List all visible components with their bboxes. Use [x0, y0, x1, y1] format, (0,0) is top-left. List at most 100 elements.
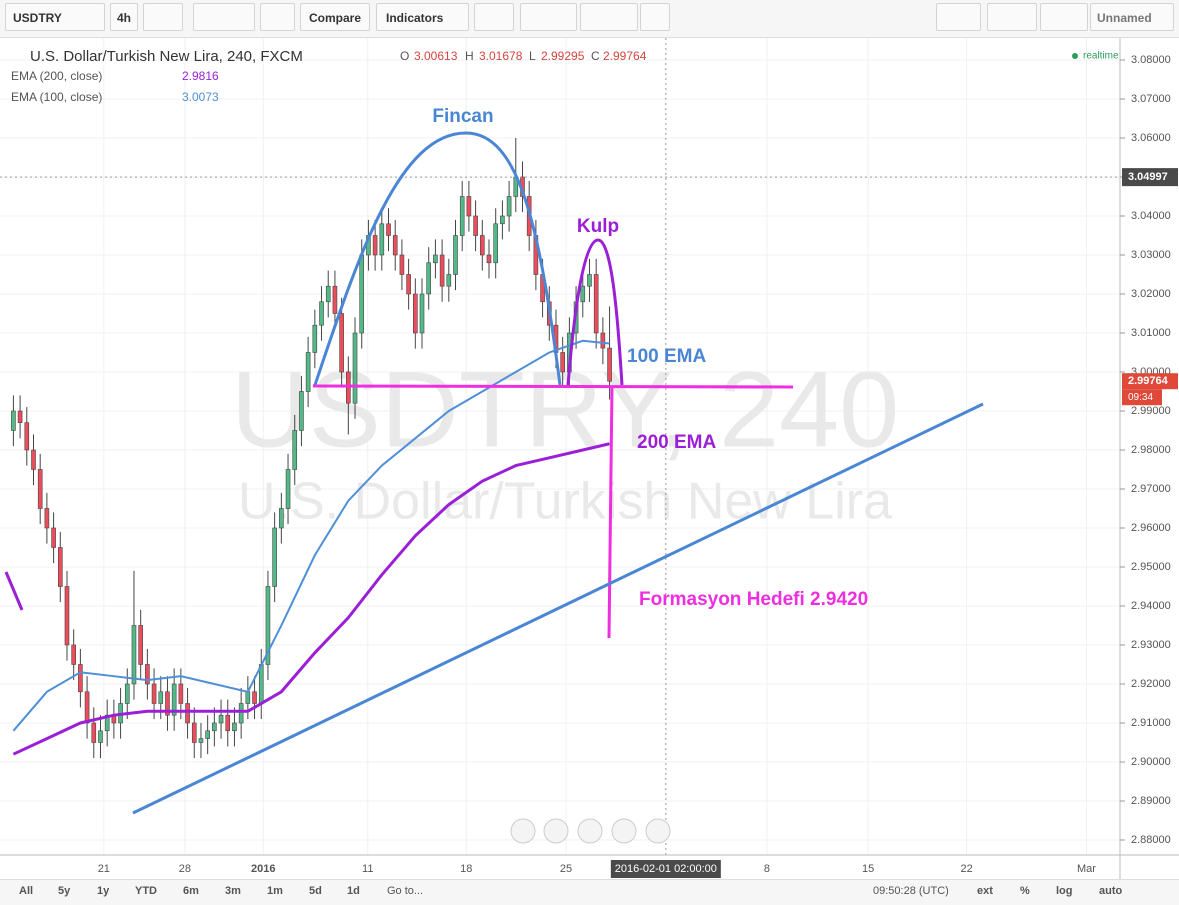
candle-body	[285, 469, 291, 509]
option-button[interactable]: auto	[1099, 885, 1123, 897]
candle-body	[98, 730, 103, 743]
ideas[interactable]	[520, 3, 577, 31]
candle-body	[178, 683, 184, 704]
save[interactable]	[1040, 3, 1088, 31]
range-button[interactable]: YTD	[135, 885, 157, 897]
y-tick-label: 3.08000	[1131, 54, 1171, 66]
ohlc-value: 3.00613	[414, 49, 458, 63]
candle-body	[124, 683, 130, 704]
candle-body	[560, 352, 565, 373]
status: realtime	[1083, 51, 1119, 62]
candle-body	[433, 254, 438, 264]
y-tick-label: 2.93000	[1131, 639, 1171, 651]
fullscreen[interactable]	[640, 3, 670, 31]
y-tick-label: 3.04000	[1131, 210, 1171, 222]
y-tick-label: 2.95000	[1131, 561, 1171, 573]
menu-button[interactable]	[143, 3, 183, 31]
range-button[interactable]: 5d	[309, 885, 322, 897]
candle-body	[399, 254, 405, 275]
candle-body	[325, 285, 331, 303]
x-tick-label: 25	[560, 863, 572, 875]
candle-body	[171, 683, 177, 716]
y-tick-label: 3.06000	[1131, 132, 1171, 144]
candle-body	[392, 235, 398, 256]
y-tick-label: 2.88000	[1131, 834, 1171, 846]
symbol-box[interactable]: USDTRY	[5, 3, 105, 31]
candle-body	[205, 730, 210, 739]
candle-body	[138, 625, 143, 665]
y-tick-label: 2.98000	[1131, 444, 1171, 456]
candle-body	[37, 469, 43, 509]
x-tick-label: 28	[179, 863, 191, 875]
y-tick-label: 2.94000	[1131, 600, 1171, 612]
range-button[interactable]: 5y	[58, 885, 71, 897]
annotation: Fincan	[432, 106, 493, 127]
y-tick-label: 3.02000	[1131, 288, 1171, 300]
nav-buttons[interactable]	[510, 818, 671, 844]
candle-body	[379, 223, 385, 256]
interval[interactable]: 4h	[110, 3, 138, 31]
range-button[interactable]: All	[19, 885, 34, 897]
candle-body	[506, 196, 512, 217]
candle-body	[279, 508, 284, 529]
x-tick-label: 2016	[251, 863, 275, 875]
crosshair-x-box	[610, 860, 721, 878]
candle-body	[493, 223, 498, 264]
legend-entry: EMA (200, close)	[11, 69, 102, 83]
y-tick-label: 2.97000	[1131, 483, 1171, 495]
candle-body	[245, 691, 251, 704]
x-tick-label: Mar	[1077, 863, 1096, 875]
candle-body	[84, 691, 90, 724]
settings[interactable]	[260, 3, 295, 31]
x-tick-label: 18	[460, 863, 472, 875]
range-button[interactable]: 3m	[225, 885, 241, 897]
candle-body	[44, 508, 50, 529]
undo-redo[interactable]	[580, 3, 638, 31]
candle-body	[265, 586, 271, 665]
candle-body	[459, 196, 465, 236]
range-button[interactable]: 1d	[347, 885, 360, 897]
load[interactable]	[987, 3, 1037, 31]
ohlc-value: 2.99295	[541, 49, 585, 63]
candle-body	[319, 301, 324, 326]
candle-body	[352, 332, 358, 404]
layout-name[interactable]: Unnamed	[1090, 3, 1174, 31]
candle-body	[413, 293, 418, 334]
range-button[interactable]: 6m	[183, 885, 199, 897]
option-button[interactable]: ext	[977, 885, 993, 897]
y-tick-label: 2.99000	[1131, 405, 1171, 417]
candle-body	[446, 274, 452, 287]
candle-body	[466, 196, 472, 217]
target-line	[607, 385, 614, 639]
y-tick-label: 3.03000	[1131, 249, 1171, 261]
indicators[interactable]: Indicators	[376, 3, 469, 31]
annotation: Kulp	[577, 216, 619, 237]
candle-body	[332, 285, 338, 314]
annotation: Formasyon Hedefi 2.9420	[639, 589, 868, 610]
drawn-segment	[4, 571, 24, 611]
candle-body	[486, 254, 492, 264]
compare[interactable]: Compare	[300, 3, 370, 31]
alert[interactable]	[474, 3, 514, 31]
crosshair-y-box	[1122, 168, 1178, 187]
candle-body	[51, 527, 56, 548]
candle-body	[225, 714, 231, 732]
candle-body	[258, 664, 264, 704]
chart-style[interactable]	[193, 3, 255, 31]
option-button[interactable]: log	[1056, 885, 1073, 897]
countdown: 09:34	[1128, 392, 1153, 403]
candle-body	[31, 449, 36, 470]
candle-body	[419, 293, 425, 334]
candle-body	[453, 235, 458, 275]
range-button[interactable]: 1y	[97, 885, 110, 897]
goto-button[interactable]: Go to...	[387, 885, 424, 897]
option-button[interactable]: %	[1020, 885, 1030, 897]
candle-body	[593, 274, 599, 334]
x-tick-label: 22	[960, 863, 972, 875]
y-tick-label: 2.90000	[1131, 756, 1171, 768]
range-button[interactable]: 1m	[267, 885, 283, 897]
ohlc-label: H	[465, 49, 474, 63]
color-box[interactable]	[936, 3, 981, 31]
ohlc-label: C	[591, 49, 600, 63]
